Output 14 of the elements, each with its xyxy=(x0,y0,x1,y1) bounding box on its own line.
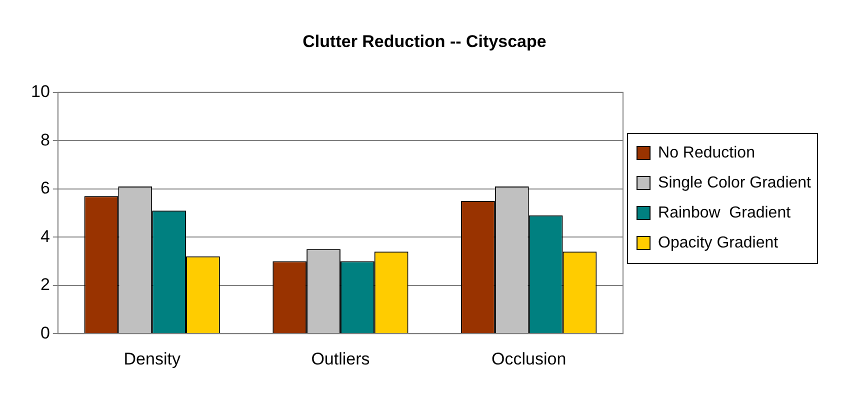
y-tick-label: 0 xyxy=(40,323,50,342)
x-tick-label: Outliers xyxy=(311,349,370,368)
legend-label: Opacity Gradient xyxy=(658,234,779,252)
x-tick-label: Density xyxy=(124,349,181,368)
y-tick-label: 8 xyxy=(40,130,50,150)
x-tick-label: Occlusion xyxy=(492,349,566,368)
y-tick-label: 2 xyxy=(40,275,50,294)
legend-label: Single Color Gradient xyxy=(658,174,812,192)
chart-title: Clutter Reduction -- Cityscape xyxy=(302,32,546,51)
legend-label: Rainbow Gradient xyxy=(658,204,792,222)
legend-label: No Reduction xyxy=(658,144,755,162)
y-tick-label: 6 xyxy=(40,178,50,198)
y-tick-label: 4 xyxy=(40,226,50,246)
y-tick-label: 10 xyxy=(30,82,50,102)
